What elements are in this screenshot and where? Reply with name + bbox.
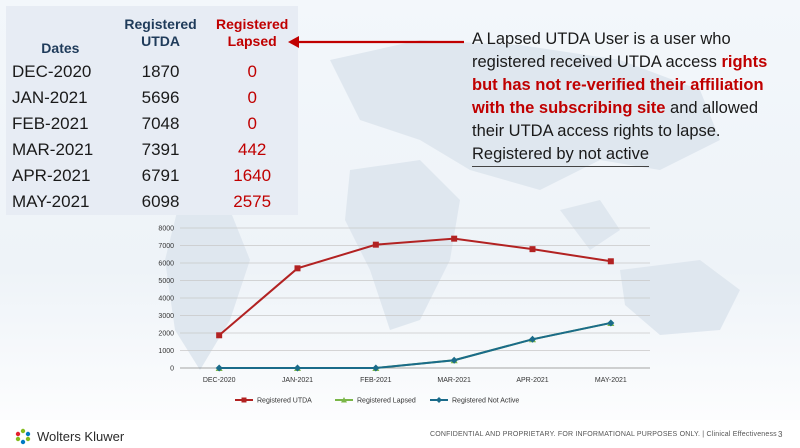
y-tick-label: 0 xyxy=(170,366,174,373)
data-point xyxy=(216,332,223,339)
date-cell: DEC-2020 xyxy=(12,62,92,81)
legend-marker xyxy=(241,397,247,403)
callout-part-4: Registered by not active xyxy=(472,143,650,167)
y-tick-label: 5000 xyxy=(158,278,174,285)
lapsed-cell: 2575 xyxy=(233,192,272,211)
registration-table: Dates Registered UTDA Registered Lapsed … xyxy=(6,6,298,215)
y-tick-label: 6000 xyxy=(158,261,174,268)
table-header-row: Dates Registered UTDA Registered Lapsed xyxy=(6,6,298,59)
column-header-registered-utda: Registered UTDA xyxy=(124,15,197,49)
data-point xyxy=(451,235,458,242)
legend-label: Registered Not Active xyxy=(452,398,519,405)
utda-cell: 7391 xyxy=(141,140,180,159)
brand-logo: Wolters Kluwer xyxy=(14,427,124,445)
table-row: JAN-2021 5696 0 xyxy=(6,85,298,111)
series-line xyxy=(219,321,612,369)
x-tick-label: APR-2021 xyxy=(516,377,548,384)
callout-text: A Lapsed UTDA User is a user who registe… xyxy=(472,28,792,167)
data-point xyxy=(294,364,301,372)
utda-cell: 5696 xyxy=(141,88,180,107)
arrow-left-icon xyxy=(288,36,464,48)
data-point xyxy=(294,265,301,272)
wolters-kluwer-logo-icon xyxy=(15,428,31,445)
x-tick-label: DEC-2020 xyxy=(203,377,236,384)
confidential-notice: CONFIDENTIAL AND PROPRIETARY. FOR INFORM… xyxy=(430,431,777,438)
data-point xyxy=(607,319,615,327)
data-point xyxy=(215,364,223,372)
utda-cell: 1870 xyxy=(141,62,180,81)
callout-part-3: and allowed their UTDA access rights to … xyxy=(472,99,759,140)
column-header-dates: Dates xyxy=(41,40,80,56)
lapsed-cell: 442 xyxy=(237,140,267,159)
lapsed-cell: 0 xyxy=(247,88,257,107)
line-chart: 0 1000 2000 3000 4000 5000 6000 7000 8000 DEC-202… xyxy=(158,226,650,405)
utda-cell: 6098 xyxy=(141,192,180,211)
y-tick-label: 3000 xyxy=(158,313,174,320)
legend-label: Registered Lapsed xyxy=(357,398,416,405)
legend-marker xyxy=(436,397,442,403)
x-tick-label: MAY-2021 xyxy=(595,377,627,384)
y-tick-label: 2000 xyxy=(158,331,174,338)
y-tick-label: 8000 xyxy=(158,226,174,233)
utda-cell: 7048 xyxy=(141,114,180,133)
y-tick-label: 1000 xyxy=(158,348,174,355)
table-row: DEC-2020 1870 0 xyxy=(6,59,298,85)
y-tick-label: 7000 xyxy=(158,243,174,250)
data-point xyxy=(529,246,536,253)
date-cell: MAR-2021 xyxy=(12,140,94,159)
footer xyxy=(0,420,800,448)
page-number: 3 xyxy=(778,430,783,439)
column-header-registered-lapsed: Registered Lapsed xyxy=(216,15,289,49)
data-point xyxy=(529,335,536,343)
data-point xyxy=(372,241,379,248)
data-point xyxy=(607,258,614,265)
lapsed-cell: 1640 xyxy=(233,166,272,185)
data-point xyxy=(372,364,380,372)
table-row: MAR-2021 7391 442 xyxy=(6,137,298,163)
table-row: MAY-2021 6098 2575 xyxy=(6,189,298,215)
callout-part-2-highlight: rights but has not re-verified their aff… xyxy=(472,53,768,117)
x-tick-label: MAR-2021 xyxy=(437,377,471,384)
series-line xyxy=(218,237,611,337)
lapsed-cell: 0 xyxy=(247,114,257,133)
y-tick-label: 4000 xyxy=(158,296,174,303)
lapsed-cell: 0 xyxy=(247,62,257,81)
legend-label: Registered UTDA xyxy=(257,398,312,405)
x-tick-label: JAN-2021 xyxy=(282,377,313,384)
callout-part-1: A Lapsed UTDA User is a user who registe… xyxy=(472,30,731,71)
date-cell: APR-2021 xyxy=(12,166,91,185)
table-row: APR-2021 6791 1640 xyxy=(6,163,298,189)
series-line xyxy=(219,321,612,369)
legend-marker xyxy=(341,397,347,403)
x-tick-label: FEB-2021 xyxy=(360,377,392,384)
date-cell: MAY-2021 xyxy=(12,192,90,211)
table-row: FEB-2021 7048 0 xyxy=(6,111,298,137)
date-cell: JAN-2021 xyxy=(12,88,88,107)
brand-name: Wolters Kluwer xyxy=(37,428,125,444)
utda-cell: 6791 xyxy=(141,166,180,185)
date-cell: FEB-2021 xyxy=(12,114,89,133)
data-point xyxy=(450,356,458,364)
